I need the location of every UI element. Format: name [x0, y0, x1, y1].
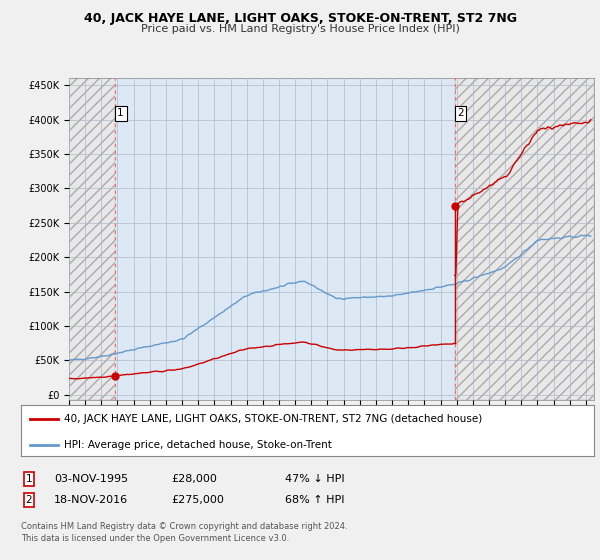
Text: Contains HM Land Registry data © Crown copyright and database right 2024.: Contains HM Land Registry data © Crown c… — [21, 522, 347, 531]
Text: 2: 2 — [25, 495, 32, 505]
Bar — [115, 78, 455, 400]
Text: £275,000: £275,000 — [171, 495, 224, 505]
Text: 68% ↑ HPI: 68% ↑ HPI — [285, 495, 344, 505]
Text: 40, JACK HAYE LANE, LIGHT OAKS, STOKE-ON-TRENT, ST2 7NG (detached house): 40, JACK HAYE LANE, LIGHT OAKS, STOKE-ON… — [64, 414, 482, 424]
Bar — [69, 78, 115, 400]
Text: HPI: Average price, detached house, Stoke-on-Trent: HPI: Average price, detached house, Stok… — [64, 440, 332, 450]
Text: 40, JACK HAYE LANE, LIGHT OAKS, STOKE-ON-TRENT, ST2 7NG: 40, JACK HAYE LANE, LIGHT OAKS, STOKE-ON… — [83, 12, 517, 25]
Text: 18-NOV-2016: 18-NOV-2016 — [54, 495, 128, 505]
Text: This data is licensed under the Open Government Licence v3.0.: This data is licensed under the Open Gov… — [21, 534, 289, 543]
Text: Price paid vs. HM Land Registry's House Price Index (HPI): Price paid vs. HM Land Registry's House … — [140, 24, 460, 34]
Bar — [455, 78, 594, 400]
Text: 03-NOV-1995: 03-NOV-1995 — [54, 474, 128, 484]
Text: £28,000: £28,000 — [171, 474, 217, 484]
Text: 1: 1 — [117, 108, 124, 118]
Text: 1: 1 — [25, 474, 32, 484]
Text: 2: 2 — [457, 108, 464, 118]
Text: 47% ↓ HPI: 47% ↓ HPI — [285, 474, 344, 484]
